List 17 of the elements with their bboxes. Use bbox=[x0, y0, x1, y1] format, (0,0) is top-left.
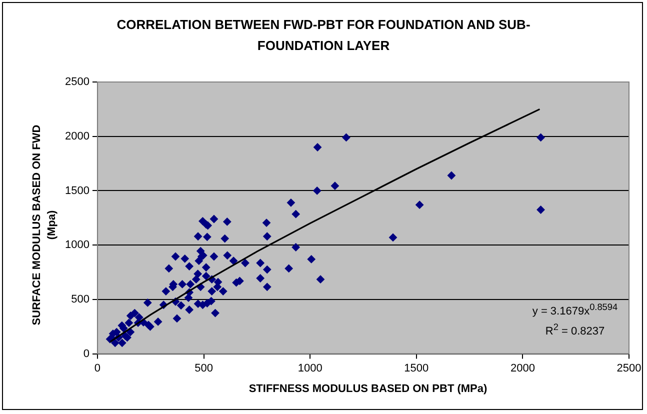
x-tick-label: 2500 bbox=[616, 362, 642, 374]
y-axis-title: SURFACE MODULUS BASED ON FWD (Mpa) bbox=[30, 124, 59, 328]
y-tick-label: 1500 bbox=[64, 184, 90, 197]
chart-title: CORRELATION BETWEEN FWD-PBT FOR FOUNDATION AND SUB-FOUNDATION LAYER bbox=[116, 16, 532, 55]
y-tick-label: 500 bbox=[71, 293, 90, 306]
annotation: y = 3.1679x$^{0.8594}$ bbox=[531, 301, 619, 320]
y-tick-label: 1000 bbox=[64, 239, 90, 252]
x-tick-label: 0 bbox=[94, 362, 101, 374]
y-tick-label: 2500 bbox=[64, 76, 90, 88]
annotation: R$^{2}$ = 0.8237 bbox=[544, 320, 606, 340]
x-tick-label: 2000 bbox=[510, 362, 535, 374]
x-tick-label: 500 bbox=[194, 362, 213, 374]
y-tick-label: 2000 bbox=[64, 130, 90, 142]
x-axis-title: STIFFNESS MODULUS BASED ON PBT (MPa) bbox=[248, 383, 488, 395]
x-tick-label: 1000 bbox=[298, 362, 322, 374]
y-tick-label: 0 bbox=[83, 348, 90, 360]
x-tick-label: 1500 bbox=[404, 362, 429, 374]
